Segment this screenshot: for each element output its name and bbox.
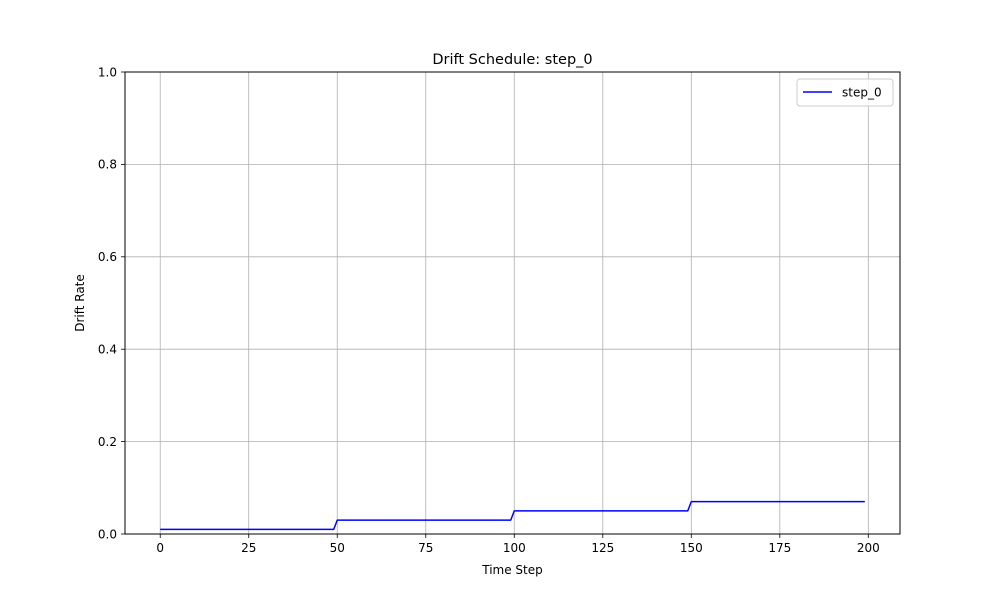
y-tick-label: 0.0 [98, 527, 117, 541]
x-tick-label: 0 [156, 541, 164, 555]
x-tick-label: 25 [241, 541, 256, 555]
x-tick-label: 150 [680, 541, 703, 555]
legend-box [796, 78, 894, 107]
plot-frame [124, 71, 901, 535]
x-tick-label: 125 [591, 541, 614, 555]
series-layer [160, 500, 865, 531]
y-tick-label: 0.8 [98, 158, 117, 172]
x-tick-label: 200 [857, 541, 880, 555]
series-line-step-0 [160, 500, 865, 531]
y-tick-label: 1.0 [98, 65, 117, 79]
x-tick-label: 50 [330, 541, 345, 555]
chart-title: Drift Schedule: step_0 [432, 52, 592, 68]
y-tick-label: 0.2 [98, 435, 117, 449]
x-tick-label: 175 [768, 541, 791, 555]
x-axis-label: Time Step [481, 563, 543, 577]
y-tick-label: 0.4 [98, 343, 117, 357]
y-axis-label: Drift Rate [73, 274, 87, 332]
x-tick-label: 75 [418, 541, 433, 555]
legend-label-step-0: step_0 [842, 86, 882, 100]
y-tick-label: 0.6 [98, 250, 117, 264]
y-axis-ticks: 0.0 0.2 0.4 0.6 0.8 1.0 [98, 65, 125, 541]
legend: step_0 [796, 78, 894, 107]
x-tick-label: 100 [503, 541, 526, 555]
x-axis-ticks: 0 25 50 75 100 125 150 175 200 [156, 534, 880, 555]
